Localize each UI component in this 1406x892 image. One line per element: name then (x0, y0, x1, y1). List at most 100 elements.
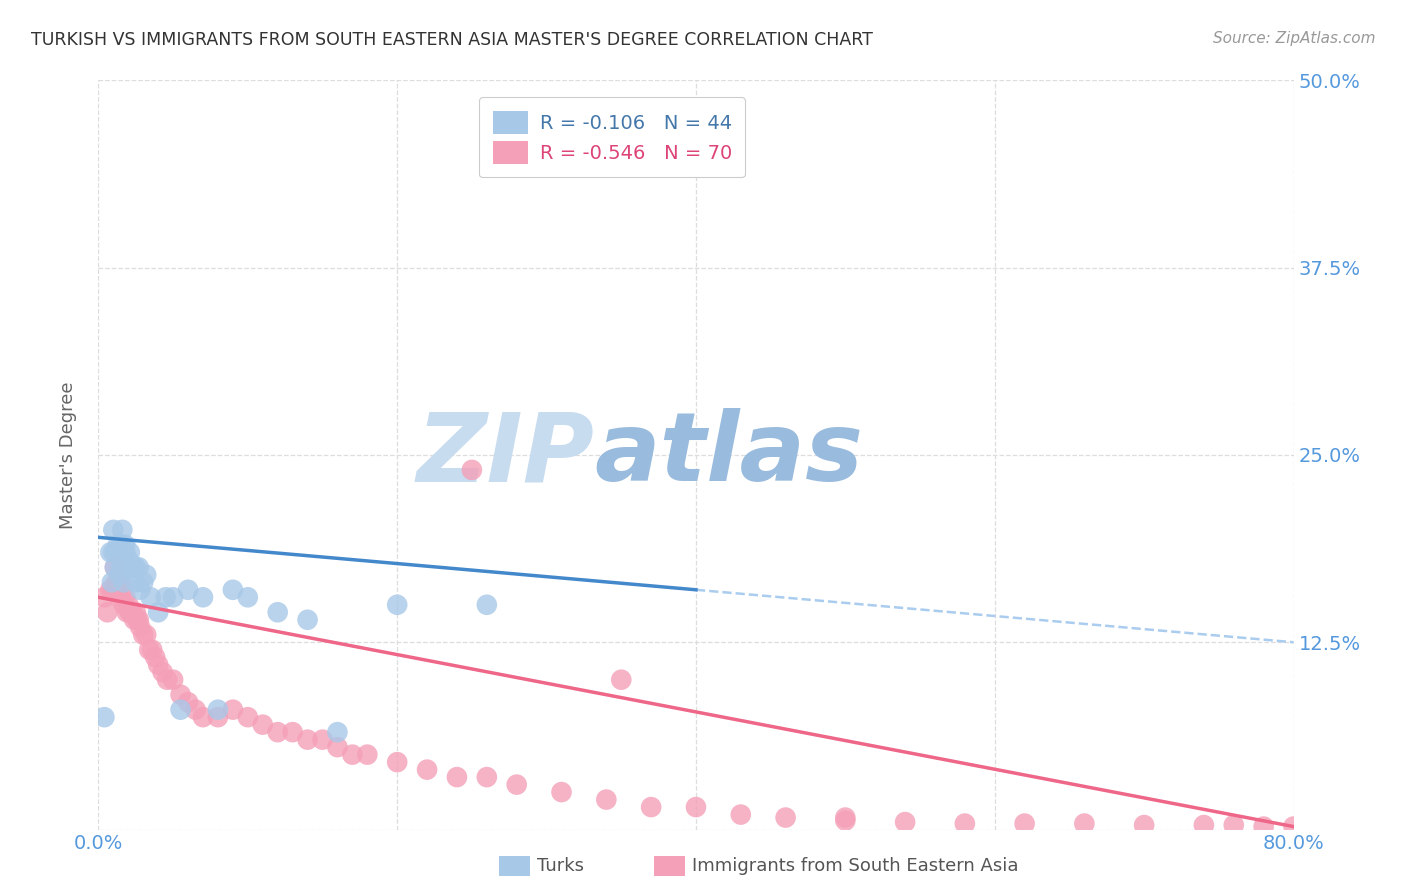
Text: Turks: Turks (537, 857, 583, 875)
Text: atlas: atlas (595, 409, 863, 501)
Point (132, 628, 155, 642)
Point (297, 613, 319, 627)
Point (120, 560, 142, 574)
Point (342, 747, 364, 762)
Point (114, 591, 136, 605)
Point (138, 642, 160, 657)
Point (191, 591, 214, 605)
Point (685, 800, 707, 814)
Point (105, 575, 128, 590)
Point (107, 582, 129, 597)
Point (252, 717, 274, 731)
Point (191, 710, 214, 724)
Point (236, 710, 259, 724)
Text: TURKISH VS IMMIGRANTS FROM SOUTH EASTERN ASIA MASTER'S DEGREE CORRELATION CHART: TURKISH VS IMMIGRANTS FROM SOUTH EASTERN… (31, 31, 873, 49)
Point (135, 628, 157, 642)
Point (297, 732, 319, 747)
Point (104, 560, 127, 574)
Point (834, 814, 856, 828)
Point (117, 553, 139, 567)
Point (475, 598, 498, 612)
Text: Immigrants from South Eastern Asia: Immigrants from South Eastern Asia (692, 857, 1018, 875)
Point (96, 605, 118, 619)
Point (385, 598, 409, 612)
Point (152, 665, 174, 680)
Point (104, 560, 127, 574)
Point (326, 725, 349, 739)
Point (141, 642, 163, 657)
Point (128, 613, 150, 627)
Point (98, 545, 122, 559)
Point (385, 755, 409, 769)
Point (222, 582, 245, 597)
Text: ZIP: ZIP (416, 409, 595, 501)
Point (162, 591, 184, 605)
Point (105, 545, 128, 559)
Point (834, 811, 856, 825)
Point (610, 155, 633, 169)
Point (112, 575, 135, 590)
Point (148, 657, 170, 672)
Point (162, 673, 184, 687)
Point (93, 710, 115, 724)
Point (127, 613, 149, 627)
Point (110, 560, 132, 574)
Point (114, 545, 136, 559)
Point (1253, 820, 1275, 834)
Point (177, 582, 200, 597)
Point (1192, 818, 1215, 832)
Point (98, 582, 122, 597)
Point (461, 463, 484, 477)
Point (311, 732, 333, 747)
Point (125, 605, 148, 619)
Point (143, 650, 166, 665)
Point (103, 545, 125, 559)
Point (111, 523, 134, 537)
Point (595, 792, 617, 806)
Point (506, 778, 529, 792)
Point (118, 605, 141, 619)
Point (128, 560, 150, 574)
Point (267, 725, 290, 739)
Point (125, 560, 148, 574)
Point (177, 695, 200, 709)
Point (356, 747, 378, 762)
Point (118, 545, 141, 559)
Point (125, 575, 148, 590)
Point (1014, 816, 1036, 830)
Point (236, 591, 259, 605)
Point (207, 703, 229, 717)
Point (267, 605, 290, 619)
Point (135, 567, 157, 582)
Point (108, 591, 131, 605)
Point (110, 575, 132, 590)
Point (169, 688, 191, 702)
Point (108, 567, 131, 582)
Point (169, 703, 191, 717)
Point (117, 598, 139, 612)
Point (148, 605, 170, 619)
Point (446, 770, 468, 784)
Point (222, 703, 245, 717)
Point (953, 816, 976, 830)
Point (110, 538, 132, 552)
Point (184, 703, 207, 717)
Point (775, 811, 797, 825)
Point (121, 605, 143, 619)
Point (1133, 818, 1156, 832)
Point (1282, 820, 1305, 834)
Point (1223, 818, 1246, 832)
Point (124, 613, 146, 627)
Point (111, 553, 134, 567)
Point (129, 582, 152, 597)
Point (894, 815, 917, 830)
Point (101, 575, 124, 590)
Point (475, 770, 498, 784)
Point (155, 591, 177, 605)
Point (121, 560, 143, 574)
Point (111, 582, 134, 597)
Point (129, 620, 152, 634)
Point (326, 740, 349, 755)
Point (550, 785, 572, 799)
Point (730, 807, 752, 822)
